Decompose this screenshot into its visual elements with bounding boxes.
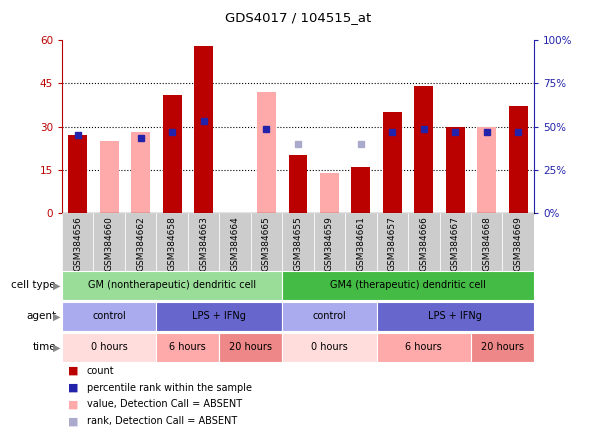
Text: LPS + IFNg: LPS + IFNg [192,311,246,321]
Bar [156,302,282,331]
Text: GSM384666: GSM384666 [419,216,428,271]
Bar [289,155,307,213]
Bar [477,127,496,213]
Text: ■: ■ [68,366,78,376]
Text: GSM384659: GSM384659 [325,216,334,271]
Bar [156,213,188,271]
Bar [282,333,376,362]
Text: value, Detection Call = ABSENT: value, Detection Call = ABSENT [87,400,242,409]
Text: GM (nontherapeutic) dendritic cell: GM (nontherapeutic) dendritic cell [88,280,256,290]
Bar [62,271,282,300]
Bar [503,213,534,271]
Bar [509,107,527,213]
Bar [194,46,213,213]
Bar [62,333,156,362]
Bar [219,333,282,362]
Text: control: control [92,311,126,321]
Text: 0 hours: 0 hours [91,342,127,353]
Text: GSM384664: GSM384664 [231,216,240,271]
Bar [131,132,150,213]
Bar [68,135,87,213]
Bar [282,302,376,331]
Bar [383,112,402,213]
Bar [320,173,339,213]
Text: GSM384655: GSM384655 [293,216,303,271]
Text: GSM384663: GSM384663 [199,216,208,271]
Bar [188,213,219,271]
Text: GM4 (therapeutic) dendritic cell: GM4 (therapeutic) dendritic cell [330,280,486,290]
Text: 20 hours: 20 hours [230,342,272,353]
Bar [282,271,534,300]
Bar [62,302,156,331]
Bar [446,127,465,213]
Text: ■: ■ [68,400,78,409]
Bar [314,213,345,271]
Bar [345,213,376,271]
Bar [93,213,125,271]
Text: GSM384656: GSM384656 [73,216,82,271]
Text: ▶: ▶ [53,342,61,353]
Text: GSM384661: GSM384661 [356,216,365,271]
Bar [251,213,282,271]
Text: 0 hours: 0 hours [311,342,348,353]
Bar [282,213,314,271]
Text: GSM384662: GSM384662 [136,216,145,271]
Text: GSM384669: GSM384669 [514,216,523,271]
Text: GSM384657: GSM384657 [388,216,397,271]
Bar [376,302,534,331]
Bar [414,86,433,213]
Bar [471,333,534,362]
Bar [163,95,182,213]
Text: control: control [313,311,346,321]
Bar [376,333,471,362]
Text: time: time [32,342,56,353]
Text: GDS4017 / 104515_at: GDS4017 / 104515_at [225,12,371,24]
Text: ▶: ▶ [53,280,61,290]
Text: GSM384667: GSM384667 [451,216,460,271]
Text: GSM384658: GSM384658 [168,216,176,271]
Text: 20 hours: 20 hours [481,342,524,353]
Bar [156,333,219,362]
Bar [440,213,471,271]
Text: percentile rank within the sample: percentile rank within the sample [87,383,252,392]
Bar [408,213,440,271]
Bar [62,213,93,271]
Text: cell type: cell type [11,280,56,290]
Text: agent: agent [26,311,56,321]
Text: 6 hours: 6 hours [405,342,442,353]
Text: LPS + IFNg: LPS + IFNg [428,311,482,321]
Text: ■: ■ [68,383,78,392]
Text: ■: ■ [68,416,78,426]
Text: GSM384668: GSM384668 [482,216,491,271]
Text: count: count [87,366,114,376]
Bar [376,213,408,271]
Text: 6 hours: 6 hours [169,342,206,353]
Text: rank, Detection Call = ABSENT: rank, Detection Call = ABSENT [87,416,237,426]
Bar [471,213,503,271]
Bar [100,141,119,213]
Text: GSM384660: GSM384660 [104,216,114,271]
Bar [219,213,251,271]
Text: ▶: ▶ [53,311,61,321]
Bar [257,92,276,213]
Bar [125,213,156,271]
Text: GSM384665: GSM384665 [262,216,271,271]
Bar [352,167,371,213]
